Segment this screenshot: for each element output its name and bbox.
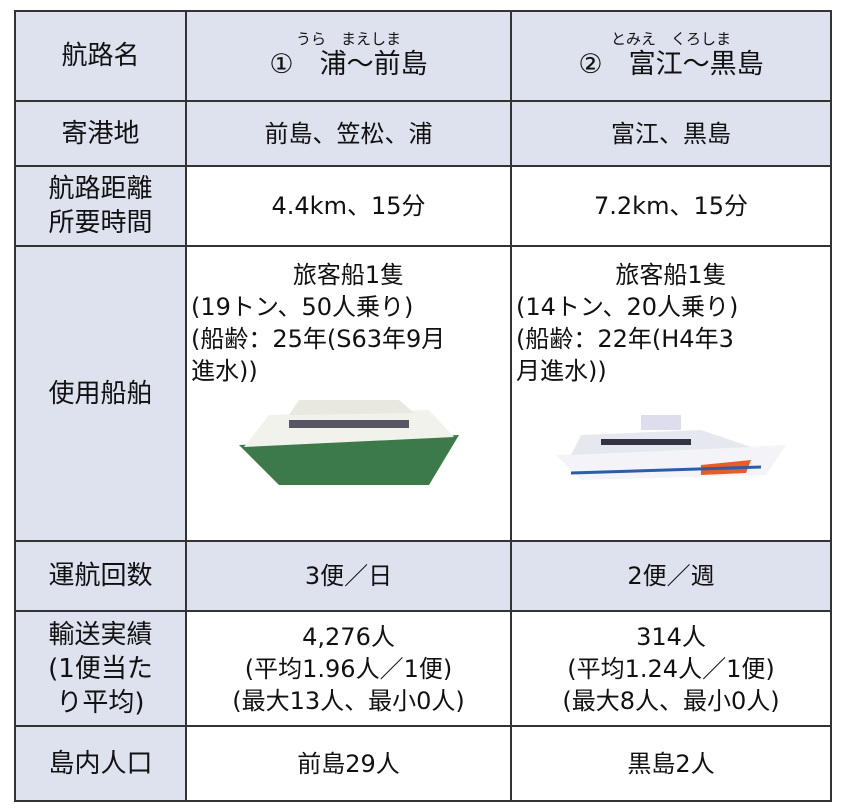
cell-line: (最大8人、最小0人) (562, 686, 780, 715)
cell: 7.2km、15分 (510, 165, 832, 247)
header-cell: 航路名 (14, 10, 187, 102)
cell-line: (最大13人、最小0人) (232, 686, 465, 715)
route-header: うら まえしま ① 浦〜前島 (185, 10, 512, 102)
cell: 黒島2人 (510, 725, 832, 802)
row: 航路距離所要時間 4.4km、15分 7.2km、15分 (14, 165, 832, 247)
ruby: とみえ くろしま (610, 30, 731, 48)
label-line: 所要時間 (48, 208, 153, 238)
row-label: 運航回数 (14, 540, 187, 612)
cell-line: 4,276人 (302, 622, 395, 651)
row-label: 寄港地 (14, 100, 187, 167)
cell: 314人 (平均1.24人／1便) (最大8人、最小0人) (510, 610, 832, 727)
route-number: ② (578, 49, 603, 80)
row-label: 輸送実績 (1便当た り平均) (14, 610, 187, 727)
cell-line: (船齢：25年(S63年9月 (191, 325, 446, 353)
boat-image (238, 400, 459, 485)
cell-line: 旅客船1隻 (615, 261, 727, 289)
cell-line: 前島29人 (297, 749, 400, 778)
cell-line: 月進水)) (516, 357, 607, 385)
cell: 4,276人 (平均1.96人／1便) (最大13人、最小0人) (185, 610, 512, 727)
route-name-line: ② 富江〜黒島 (516, 48, 826, 82)
cell-line: 旅客船1隻 (292, 261, 405, 289)
boat-image (556, 415, 786, 480)
cell-line: (19トン、50人乗り) (191, 293, 414, 321)
cell-line: 7.2km、15分 (594, 192, 748, 220)
cell-line: (船齢：22年(H4年3 (516, 325, 734, 353)
cell: 4.4km、15分 (185, 165, 512, 247)
cell-line: 黒島2人 (627, 749, 715, 778)
row-label: 使用船舶 (14, 245, 187, 542)
label-line: 運航回数 (48, 561, 153, 591)
row: 運航回数 3便／日 2便／週 (14, 540, 832, 612)
cell-line: 4.4km、15分 (271, 192, 426, 220)
route-header: とみえ くろしま ② 富江〜黒島 (510, 10, 832, 102)
cell: 前島、笠松、浦 (185, 100, 512, 167)
row-label: 航路距離 所要時間 (14, 165, 187, 247)
cell: 前島29人 (185, 725, 512, 802)
label-line: 島内人口 (48, 748, 153, 779)
row: 使用船舶 旅客船1隻 (19トン、50人乗り) (船齢：25年(S63年9月 進水)) 旅… (14, 245, 832, 542)
row: 輸送実績 (1便当た り平均) 4,276人 (平均1.96人／1便) (最大13人、最小… (14, 610, 832, 727)
cell-line: 3便／日 (304, 562, 393, 590)
cell-line: (14トン、20人乗り) (516, 293, 739, 321)
label-line: り平均) (56, 687, 145, 718)
label-line: 航路距離 (48, 174, 153, 204)
header-row: 航路名 うら まえしま ① 浦〜前島 とみえ くろしま ② 富江〜黒島 (14, 10, 832, 102)
cell-line: (平均1.96人／1便) (244, 654, 453, 683)
row-label: 島内人口 (14, 725, 187, 802)
route-table: 航路名 うら まえしま ① 浦〜前島 とみえ くろしま ② 富江〜黒島寄港地 前島、笠松、浦 富… (14, 10, 832, 802)
route-name-line: ① 浦〜前島 (191, 48, 506, 82)
cell-line: (平均1.24人／1便) (567, 654, 775, 683)
cell: 旅客船1隻 (14トン、20人乗り) (船齢：22年(H4年3 月進水)) (510, 245, 832, 542)
cell-line: 前島、笠松、浦 (264, 119, 433, 148)
label-line: (1便当た (48, 653, 153, 684)
label-line: 輸送実績 (48, 619, 153, 650)
cell: 旅客船1隻 (19トン、50人乗り) (船齢：25年(S63年9月 進水)) (185, 245, 512, 542)
ruby: うら まえしま (295, 30, 401, 48)
row: 寄港地 前島、笠松、浦 富江、黒島 (14, 100, 832, 167)
cell-line: 富江、黒島 (611, 119, 731, 148)
route-name: 浦〜前島 (319, 49, 428, 80)
cell-line: 2便／週 (627, 562, 715, 590)
cell-line: 314人 (636, 622, 706, 651)
route-number: ① (269, 49, 294, 80)
cell-line: 進水)) (191, 357, 258, 385)
label-line: 寄港地 (61, 118, 140, 149)
route-name: 富江〜黒島 (628, 49, 764, 80)
label-line: 使用船舶 (48, 378, 153, 409)
cell: 3便／日 (185, 540, 512, 612)
cell: 富江、黒島 (510, 100, 832, 167)
cell: 2便／週 (510, 540, 832, 612)
row: 島内人口 前島29人 黒島2人 (14, 725, 832, 802)
